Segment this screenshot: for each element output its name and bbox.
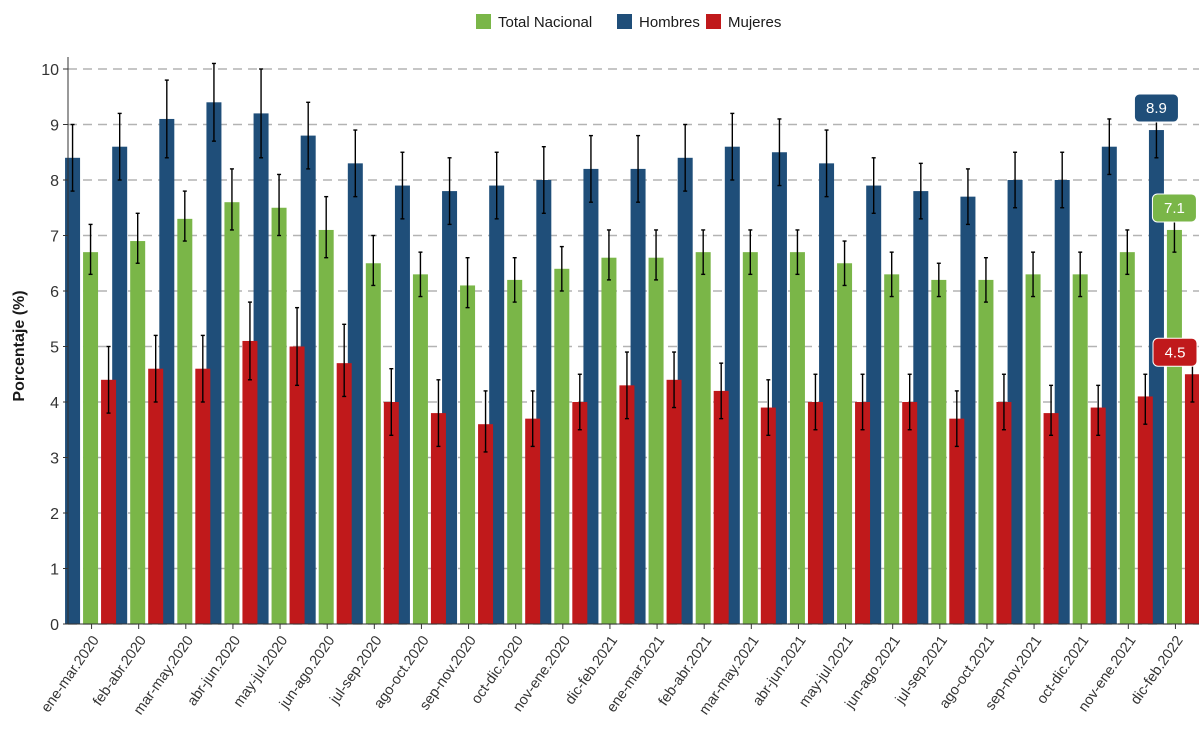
bar-mujeres xyxy=(478,424,494,624)
bar-total-nacional xyxy=(83,252,99,624)
bar-total-nacional xyxy=(271,207,287,624)
y-tick-label: 10 xyxy=(41,62,59,79)
bar-total-nacional xyxy=(318,229,334,624)
bar-mujeres xyxy=(713,390,729,624)
bar-total-nacional xyxy=(1025,274,1041,624)
bar-mujeres xyxy=(195,368,211,624)
bar-mujeres xyxy=(902,402,918,624)
bar-mujeres xyxy=(101,379,117,624)
y-tick-label: 9 xyxy=(50,118,59,135)
callout-box xyxy=(1152,337,1198,367)
bar-mujeres xyxy=(1090,407,1106,624)
bar-total-nacional xyxy=(412,274,428,624)
callout-label: 7.1 xyxy=(1164,200,1185,217)
callouts: 8.9 7.1 4.5 xyxy=(1133,93,1198,367)
bar-mujeres xyxy=(336,363,352,624)
bar-mujeres xyxy=(807,402,823,624)
bar-mujeres xyxy=(949,418,965,624)
bar-mujeres xyxy=(996,402,1012,624)
bar-total-nacional xyxy=(507,279,523,624)
bar-mujeres xyxy=(666,379,682,624)
y-tick-label: 2 xyxy=(50,506,59,523)
bar-total-nacional xyxy=(365,263,381,624)
legend-swatch xyxy=(706,14,721,29)
bar-total-nacional xyxy=(1072,274,1088,624)
bar-total-nacional xyxy=(648,257,664,624)
callout-label: 8.9 xyxy=(1146,100,1167,117)
bar-mujeres xyxy=(383,402,399,624)
bar-total-nacional xyxy=(460,285,476,624)
bar-total-nacional xyxy=(601,257,617,624)
callout-box xyxy=(1151,193,1197,223)
y-tick-label: 6 xyxy=(50,284,59,301)
bar-mujeres xyxy=(1137,396,1153,624)
bar-mujeres xyxy=(855,402,871,624)
x-tick-label: ene-mar.2020 xyxy=(38,633,102,715)
bar-total-nacional xyxy=(695,252,711,624)
bar-mujeres xyxy=(148,368,164,624)
y-tick-label: 4 xyxy=(50,395,59,412)
legend: Total Nacional Hombres Mujeres xyxy=(476,14,781,31)
bar-mujeres xyxy=(430,413,446,624)
bar-total-nacional xyxy=(1119,252,1135,624)
bars xyxy=(65,102,1199,625)
y-tick-label: 0 xyxy=(50,617,59,634)
bar-total-nacional xyxy=(884,274,900,624)
y-tick-label: 5 xyxy=(50,340,59,357)
bar-mujeres xyxy=(760,407,776,624)
bar-total-nacional xyxy=(742,252,758,624)
legend-label: Hombres xyxy=(639,14,700,31)
bar-total-nacional xyxy=(837,263,853,624)
bar-total-nacional xyxy=(554,268,570,624)
bar-mujeres xyxy=(1184,374,1199,624)
error-bars xyxy=(70,62,1195,453)
bar-mujeres xyxy=(619,385,635,624)
y-tick-label: 7 xyxy=(50,229,59,246)
bar-mujeres xyxy=(525,418,541,624)
bar-total-nacional xyxy=(130,241,146,625)
legend-label: Mujeres xyxy=(728,14,781,31)
legend-swatch xyxy=(617,14,632,29)
legend-label: Total Nacional xyxy=(498,14,592,31)
y-axis-label: Porcentaje (%) xyxy=(11,290,28,401)
y-tick-label: 8 xyxy=(50,173,59,190)
legend-swatch xyxy=(476,14,491,29)
bar-mujeres xyxy=(572,402,588,624)
y-tick-label: 1 xyxy=(50,562,59,579)
bar-total-nacional xyxy=(931,279,947,624)
callout-box xyxy=(1133,93,1179,123)
bar-total-nacional xyxy=(224,202,240,624)
bar-hombres xyxy=(65,157,81,625)
bar-mujeres xyxy=(242,340,258,624)
bar-mujeres xyxy=(289,346,305,624)
bar-mujeres xyxy=(1043,413,1059,624)
bar-total-nacional xyxy=(1166,229,1182,624)
bar-total-nacional xyxy=(177,218,193,624)
bar-total-nacional xyxy=(978,279,994,624)
callout-label: 4.5 xyxy=(1165,344,1186,361)
bar-total-nacional xyxy=(789,252,805,624)
y-tick-label: 3 xyxy=(50,451,59,468)
